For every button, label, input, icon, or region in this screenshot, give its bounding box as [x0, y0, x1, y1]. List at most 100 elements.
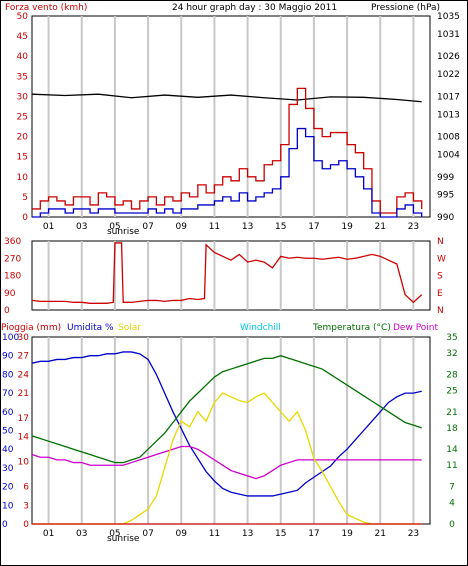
humidity-y-tick-label: 30 — [2, 464, 14, 474]
wind-y-tick-label: 0 — [22, 213, 28, 223]
x-tick-label: 13 — [242, 222, 253, 232]
direction-y-tick-label: 270 — [4, 254, 21, 264]
direction-compass-label: N — [437, 237, 444, 247]
pressure-y-tick-label: 999 — [437, 173, 454, 183]
x-tick-label: 09 — [176, 222, 188, 232]
temperature-y-tick-label: 0 — [449, 520, 455, 530]
temperature-y-tick-label: 4 — [449, 499, 455, 509]
humidity-y-tick-label: 70 — [2, 389, 14, 399]
wind-y-tick-label: 10 — [17, 173, 29, 183]
x-tick-label: 21 — [375, 529, 386, 539]
x-tick-label: 03 — [76, 222, 87, 232]
legend-humidity: Umidita % — [67, 323, 114, 333]
legend-temperature: Temperatura (°C) — [312, 323, 391, 333]
sunrise-label: sunrise — [107, 534, 140, 544]
wind-y-tick-label: 50 — [17, 12, 29, 22]
rain-y-tick-label: 10 — [18, 458, 30, 468]
temperature-y-tick-label: 35 — [446, 333, 457, 343]
temp-frame — [31, 336, 431, 525]
rain-y-tick-label: 3 — [23, 501, 29, 511]
x-tick-label: 05 — [109, 222, 120, 232]
rain-y-tick-label: 17 — [18, 414, 29, 424]
humidity-y-tick-label: 10 — [2, 501, 14, 511]
humidity-y-tick-label: 90 — [2, 352, 14, 362]
pressure-y-tick-label: 1026 — [437, 52, 460, 62]
legend-solar: Solar — [118, 323, 141, 333]
graph-title: 24 hour graph day : 30 Maggio 2011 — [172, 3, 337, 13]
humidity-y-tick-label: 20 — [2, 483, 14, 493]
humidity-y-tick-label: 100 — [2, 333, 19, 343]
temperature-y-tick-label: 28 — [446, 370, 458, 380]
pressure-title: Pressione (hPa) — [371, 3, 440, 13]
temperature-y-tick-label: 18 — [446, 424, 458, 434]
x-tick-label: 01 — [43, 529, 54, 539]
x-tick-label: 17 — [308, 529, 319, 539]
pressure-line — [31, 93, 422, 103]
direction-compass-label: W — [437, 254, 446, 264]
legend-rain: Pioggia (mm) — [1, 323, 61, 333]
temperature-humidity-panel: 0102030405060708090100036101417212427300… — [2, 333, 458, 544]
pressure-y-tick-label: 1004 — [437, 150, 460, 160]
wind-y-tick-label: 15 — [17, 153, 28, 163]
pressure-y-tick-label: 1022 — [437, 70, 460, 80]
x-tick-label: 13 — [242, 529, 253, 539]
humidity-y-tick-label: 80 — [2, 370, 14, 380]
rain-y-tick-label: 27 — [18, 352, 29, 362]
temperature-y-tick-label: 11 — [446, 461, 457, 471]
pressure-y-tick-label: 1031 — [437, 30, 460, 40]
temperature-y-tick-label: 25 — [446, 386, 457, 396]
rain-y-tick-label: 24 — [18, 370, 30, 380]
temperature-y-tick-label: 14 — [446, 445, 458, 455]
direction-y-tick-label: 0 — [4, 306, 10, 316]
x-tick-label: 21 — [375, 222, 386, 232]
series-umidita- — [31, 351, 422, 497]
legend-dewpoint: Dew Point — [393, 323, 439, 333]
legend: Pioggia (mm) Umidita % Solar Windchill T… — [1, 323, 439, 333]
pressure-y-tick-label: 1008 — [437, 133, 460, 143]
wind-y-tick-label: 5 — [22, 193, 28, 203]
direction-compass-label: E — [437, 289, 443, 299]
pressure-y-tick-label: 1013 — [437, 110, 460, 120]
wind-y-tick-label: 35 — [17, 72, 28, 82]
direction-frame — [31, 240, 431, 311]
direction-y-tick-label: 360 — [4, 237, 21, 247]
temperature-y-tick-label: 21 — [446, 408, 457, 418]
wind-frame — [31, 15, 431, 218]
humidity-y-tick-label: 50 — [2, 427, 14, 437]
x-tick-label: 15 — [275, 529, 286, 539]
rain-y-tick-label: 0 — [23, 520, 29, 530]
x-tick-label: 07 — [142, 222, 153, 232]
sunrise-label: sunrise — [107, 227, 140, 237]
pressure-y-tick-label: 995 — [437, 191, 454, 201]
direction-compass-label: S — [437, 272, 443, 282]
x-tick-label: 05 — [109, 529, 120, 539]
rain-y-tick-label: 30 — [18, 333, 30, 343]
rain-y-tick-label: 14 — [18, 433, 30, 443]
wind-y-tick-label: 45 — [17, 32, 28, 42]
x-tick-label: 23 — [408, 529, 419, 539]
wind-y-tick-label: 20 — [17, 133, 29, 143]
wind-pressure-panel: 0510152025303540455099099599910041008101… — [17, 12, 461, 237]
x-tick-label: 15 — [275, 222, 286, 232]
rain-y-tick-label: 21 — [18, 389, 29, 399]
x-tick-label: 11 — [209, 529, 220, 539]
temperature-y-tick-label: 32 — [446, 349, 457, 359]
wind-y-tick-label: 40 — [17, 52, 29, 62]
x-tick-label: 17 — [308, 222, 319, 232]
wind-title: Forza vento (kmh) — [5, 3, 87, 13]
x-tick-label: 23 — [408, 222, 419, 232]
pressure-y-tick-label: 1035 — [437, 12, 460, 22]
direction-line — [31, 242, 423, 304]
x-tick-label: 03 — [76, 529, 87, 539]
direction-y-tick-label: 180 — [4, 272, 21, 282]
legend-windchill: Windchill — [240, 323, 281, 333]
wind-series-forza-vento — [32, 127, 423, 218]
rain-y-tick-label: 6 — [23, 483, 29, 493]
wind-y-tick-label: 25 — [17, 113, 28, 123]
series-dew-point — [31, 445, 422, 480]
direction-y-tick-label: 90 — [4, 289, 16, 299]
wind-series-raffica — [32, 87, 423, 214]
wind-y-tick-label: 30 — [17, 92, 29, 102]
x-tick-label: 19 — [341, 222, 353, 232]
